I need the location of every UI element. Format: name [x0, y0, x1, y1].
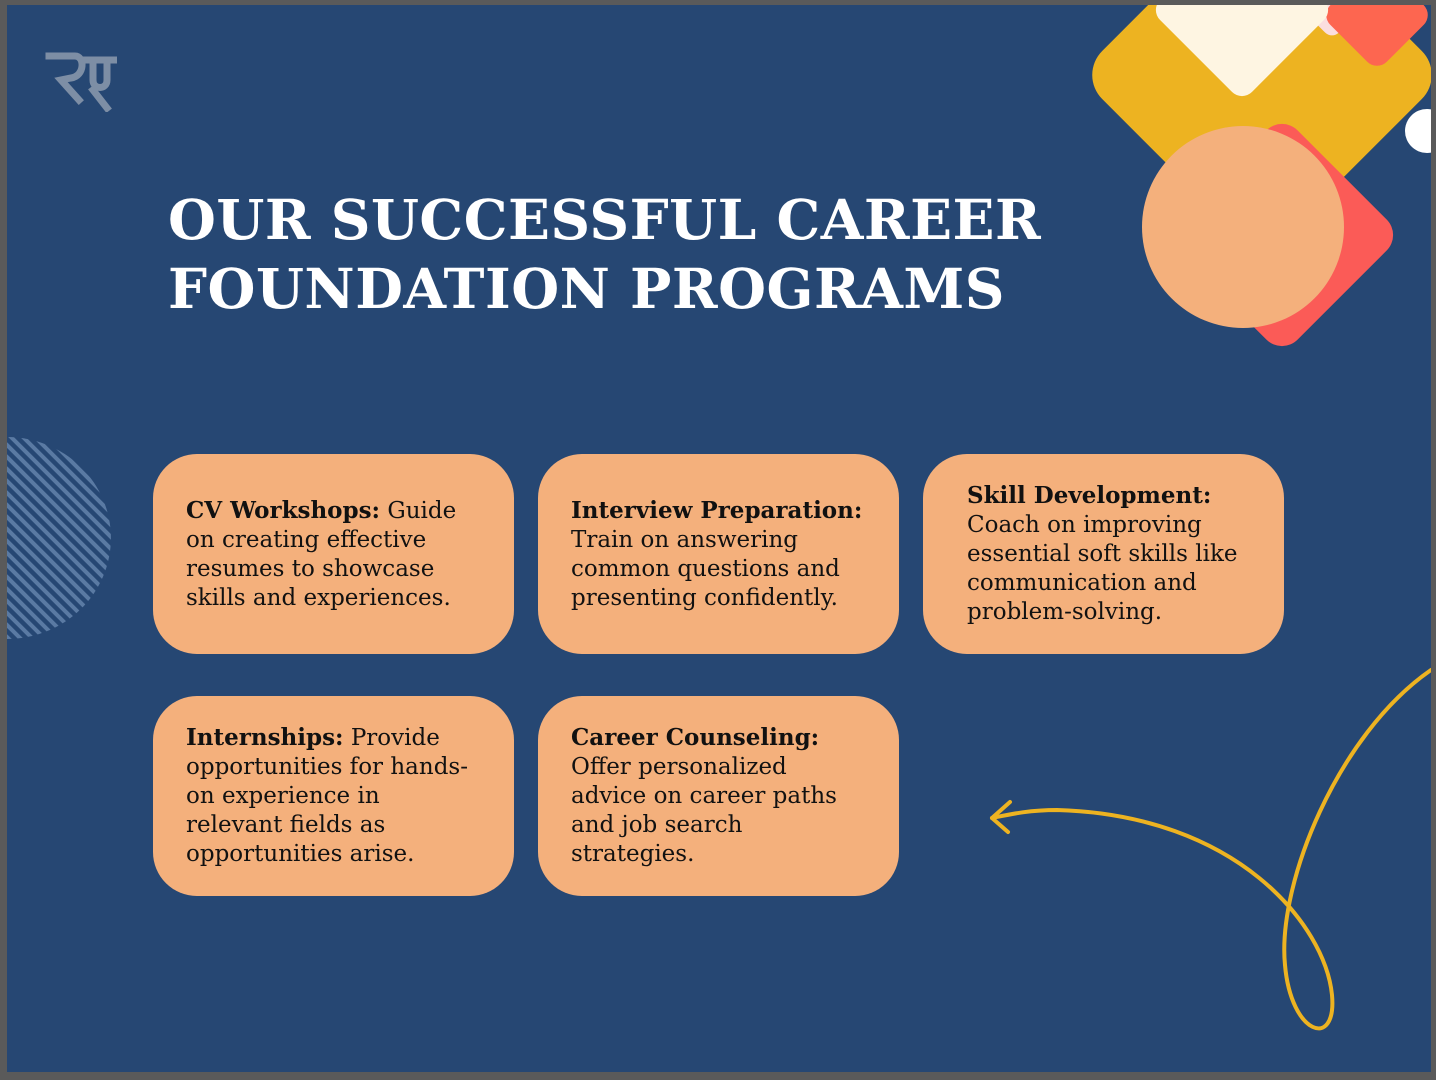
title-line-1: OUR SUCCESSFUL CAREER	[168, 187, 1042, 252]
page-title: OUR SUCCESSFUL CAREER FOUNDATION PROGRAM…	[168, 185, 1041, 323]
coral-small-diamond	[1326, 5, 1428, 66]
card-internships: Internships: Provide opportunities for h…	[153, 696, 514, 896]
slide: OUR SUCCESSFUL CAREER FOUNDATION PROGRAM…	[7, 5, 1431, 1072]
card-body: Train on answering common questions and …	[571, 526, 840, 611]
card-heading: CV Workshops:	[186, 496, 381, 524]
ry-logo-icon	[45, 52, 117, 112]
card-body: Provide opportunities for hands-on exper…	[186, 725, 468, 867]
card-heading: Interview Preparation:	[571, 496, 863, 524]
curved-arrow-icon	[990, 668, 1431, 1031]
peach-circle	[1142, 126, 1344, 328]
card-heading: Skill Development:	[967, 482, 1212, 509]
white-dot	[1405, 109, 1431, 153]
card-body: Guide on creating effective resumes to s…	[186, 497, 457, 611]
card-heading: Internships:	[186, 724, 344, 751]
card-skill-development: Skill Development: Coach on improving es…	[923, 454, 1284, 654]
title-line-2: FOUNDATION PROGRAMS	[168, 256, 1005, 321]
card-career-counseling: Career Counseling: Offer personalized ad…	[538, 696, 899, 896]
card-cv-workshops: CV Workshops: Guide on creating effectiv…	[153, 454, 514, 654]
decorative-shapes	[7, 5, 1431, 1031]
cream-diamond	[1155, 5, 1329, 97]
card-body: Offer personalized advice on career path…	[571, 754, 837, 867]
card-interview-preparation: Interview Preparation: Train on answerin…	[538, 454, 899, 654]
card-heading: Career Counseling:	[571, 724, 820, 751]
card-body: Coach on improving essential soft skills…	[967, 512, 1238, 625]
